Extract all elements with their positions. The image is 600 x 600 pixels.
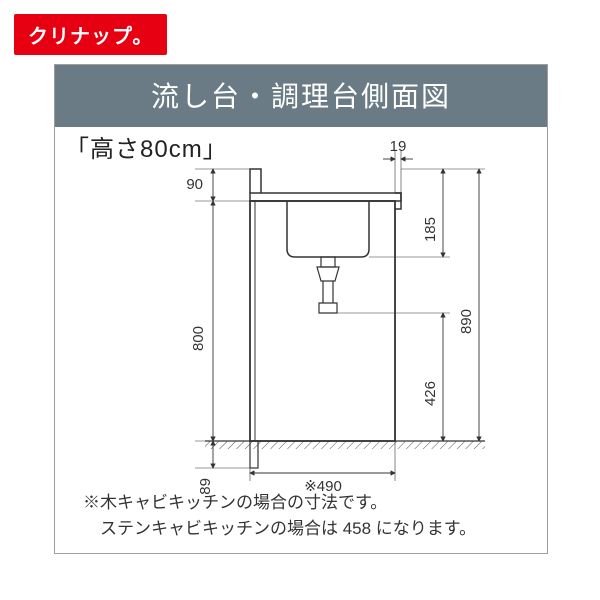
dim-426: 426 bbox=[422, 381, 439, 406]
brand-logo: クリナップ。 bbox=[14, 14, 167, 55]
footnote: ※木キャビキッチンの場合の寸法です。 ステンキャビキッチンの場合は 458 にな… bbox=[83, 490, 476, 541]
dim-890: 890 bbox=[458, 309, 475, 334]
dim-19: 19 bbox=[390, 138, 407, 155]
footnote-line2: ステンキャビキッチンの場合は 458 になります。 bbox=[83, 516, 476, 542]
dim-800: 800 bbox=[190, 326, 207, 351]
footnote-line1: ※木キャビキッチンの場合の寸法です。 bbox=[83, 490, 476, 516]
panel-title: 流し台・調理台側面図 bbox=[55, 65, 547, 127]
dim-90: 90 bbox=[186, 176, 203, 193]
dim-185: 185 bbox=[422, 217, 439, 242]
diagram-panel: 流し台・調理台側面図 「高さ80cm」 bbox=[54, 64, 548, 554]
side-view-diagram: 90 800 89 19 185 426 890 ※490 bbox=[55, 121, 549, 501]
